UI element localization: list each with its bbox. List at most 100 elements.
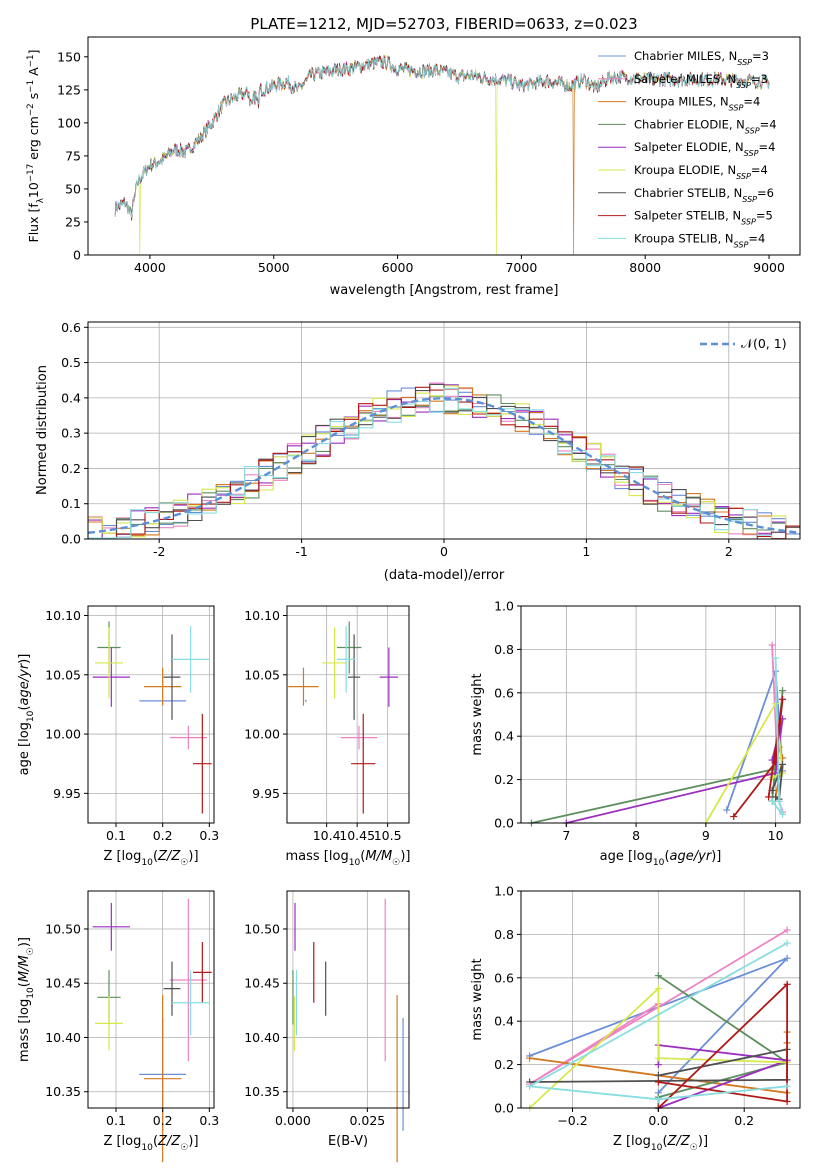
x-axis-label: (data-model)/error — [384, 568, 505, 583]
axis-label-part: 10 — [349, 858, 361, 868]
axis-label-part: ] — [26, 50, 41, 55]
weight-line — [771, 764, 784, 801]
x-axis-label: Z [log10(Z/Z☉)] — [103, 849, 198, 868]
spectrum-line — [114, 57, 770, 218]
y-tick-label: 0.1 — [61, 496, 81, 511]
x-tick-label: 0.000 — [275, 1113, 311, 1128]
y-tick-label: 10.45 — [45, 976, 81, 991]
y-tick-label: 0.0 — [494, 816, 514, 831]
axis-label-part: =3 — [751, 72, 768, 86]
x-tick-label: 0.025 — [349, 1113, 385, 1128]
y-axis-label: Normed distribution — [35, 365, 50, 495]
axis-label-part: ( — [17, 705, 32, 710]
axes-frame — [520, 890, 801, 1109]
y-tick-label: 0.3 — [61, 426, 81, 441]
axis-label-part: −2 — [26, 103, 36, 116]
axis-label-part: SSP — [729, 103, 744, 112]
x-tick-label: 0.3 — [199, 1113, 219, 1128]
axis-label-part: (data-model)/error — [384, 568, 505, 583]
axis-label-part: A — [26, 67, 41, 80]
axis-label-part: erg cm — [26, 116, 41, 164]
axis-label-part: SSP — [736, 172, 751, 181]
y-tick-label: 50 — [65, 181, 81, 196]
axis-label-part: ☉ — [180, 1143, 188, 1153]
axis-label-part: SSP — [745, 126, 760, 135]
x-axis-label: E(B-V) — [328, 1134, 368, 1149]
axis-label-part: =6 — [757, 186, 774, 200]
axis-label-part: ☉ — [180, 858, 188, 868]
legend-label: Salpeter MILES, NSSP=3 — [634, 72, 768, 90]
axis-label-part: =5 — [756, 209, 773, 223]
axis-label-part: =4 — [758, 140, 775, 154]
axis-label-part: )] — [711, 849, 721, 864]
axis-label-part: 10 — [653, 858, 665, 868]
x-tick-label: 0.1 — [106, 828, 126, 843]
legend-label: Salpeter STELIB, NSSP=5 — [634, 209, 773, 227]
axis-label-part: age [log — [17, 722, 32, 775]
axis-label-part: Salpeter ELODIE, N — [634, 140, 744, 154]
x-tick-label: 0.2 — [153, 1113, 173, 1128]
axis-label-part: )] — [400, 849, 410, 864]
axis-label-part: ( — [153, 1134, 158, 1149]
y-axis-label: age [log10(age/yr)] — [17, 654, 36, 776]
y-tick-label: 10.40 — [244, 1030, 280, 1045]
axis-label-part: Chabrier MILES, N — [634, 49, 737, 63]
axis-label-part: age/yr — [17, 662, 32, 705]
y-tick-label: 100 — [57, 115, 81, 130]
axis-label-part: Salpeter STELIB, N — [634, 209, 741, 223]
axis-label-part: Z/Z — [157, 1134, 181, 1149]
weight-line — [771, 658, 784, 815]
x-tick-label: 7 — [562, 828, 570, 843]
y-tick-label: 10.10 — [45, 608, 81, 623]
axis-label-part: =4 — [748, 231, 765, 245]
axis-label-part: SSP — [734, 240, 749, 249]
axis-label-part: ( — [153, 849, 158, 864]
axis-label-part: ☉ — [392, 858, 400, 868]
y-axis-label: mass weight — [470, 673, 485, 755]
weight-line — [526, 942, 788, 1101]
axis-label-part: =3 — [752, 49, 769, 63]
weight-line — [528, 986, 788, 1109]
y-tick-label: 1.0 — [494, 599, 514, 614]
axis-label-part: wavelength [Angstrom, rest frame] — [330, 283, 559, 298]
y-tick-label: 0.6 — [61, 320, 81, 335]
axis-label-part: ( — [360, 849, 365, 864]
axis-label-part: −1 — [26, 54, 36, 67]
axes-frame — [87, 605, 215, 824]
axis-label-part: Z [log — [613, 1134, 651, 1149]
axes-frame — [286, 890, 410, 1109]
axis-label-part: Z [log — [103, 1134, 141, 1149]
y-tick-label: 10.35 — [244, 1084, 280, 1099]
y-tick-label: 0.6 — [494, 685, 514, 700]
y-tick-label: 0.6 — [494, 970, 514, 985]
y-tick-label: 10.05 — [45, 667, 81, 682]
axis-label-part: =4 — [751, 163, 768, 177]
axes-frame — [286, 605, 410, 824]
x-axis-label: mass [log10(M/M☉)] — [286, 849, 411, 868]
axis-label-part: M/M — [17, 955, 32, 982]
x-axis-label: wavelength [Angstrom, rest frame] — [330, 283, 559, 298]
x-tick-label: 0.2 — [734, 1113, 754, 1128]
axis-label-part: SSP — [744, 149, 759, 158]
axis-label-part: mass [log — [286, 849, 349, 864]
axis-label-part: E(B-V) — [328, 1134, 368, 1149]
axis-label-part: Kroupa ELODIE, N — [634, 163, 736, 177]
x-tick-label: -2 — [153, 544, 165, 559]
y-tick-label: 150 — [57, 49, 81, 64]
axis-label-part: 10 — [141, 858, 153, 868]
y-tick-label: 0.0 — [494, 1101, 514, 1116]
axis-label-part: SSP — [741, 217, 756, 226]
y-tick-label: 0.4 — [61, 390, 81, 405]
axis-label-part: 𝒩(0, 1) — [741, 336, 787, 351]
y-tick-label: 10.50 — [45, 921, 81, 936]
legend-label: 𝒩(0, 1) — [741, 336, 787, 351]
x-tick-label: 0.3 — [199, 828, 219, 843]
y-tick-label: 0.2 — [61, 461, 81, 476]
histogram-line — [88, 387, 800, 540]
y-tick-label: 0.8 — [494, 642, 514, 657]
mass-vs-ebv-panel: 0.000 0.025 10.35 10.40 10.45 10.50 E(B-V) — [244, 890, 410, 1163]
x-tick-label: -1 — [295, 544, 307, 559]
